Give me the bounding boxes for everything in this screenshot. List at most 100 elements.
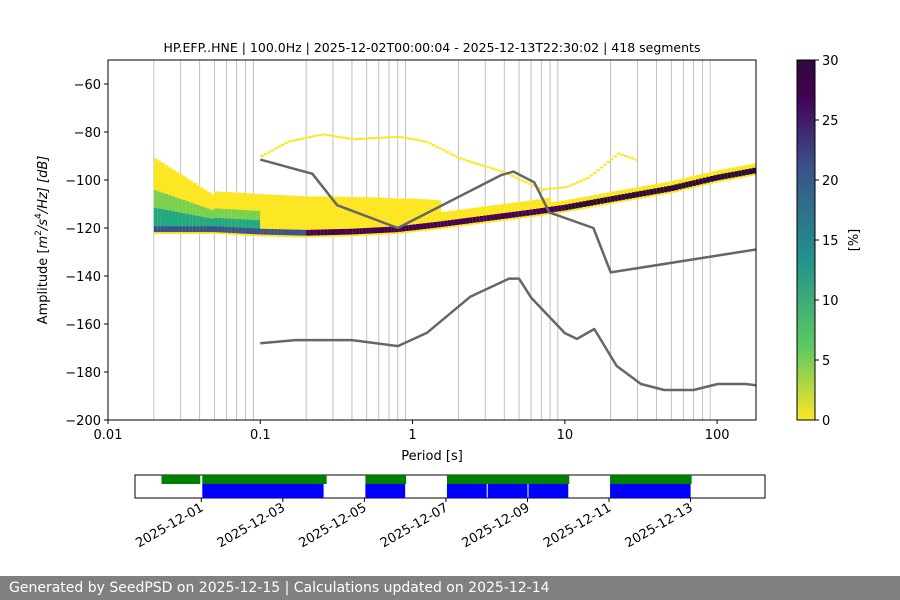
heat-cell — [178, 226, 183, 233]
heat-cell — [433, 200, 438, 230]
heat-cell — [362, 228, 367, 234]
heat-cell — [592, 171, 597, 174]
heat-cell — [412, 198, 417, 233]
heat-cell — [231, 218, 236, 231]
heat-cell — [462, 209, 466, 227]
heat-cell — [527, 182, 532, 185]
heat-cell — [306, 196, 310, 238]
data-available-bar — [446, 475, 570, 484]
heat-cell — [610, 195, 615, 202]
heat-cell — [348, 228, 353, 235]
heat-cell — [214, 226, 218, 233]
heat-cell — [404, 136, 408, 139]
x-tick-label: 10 — [557, 428, 574, 443]
y-tick-label: −100 — [65, 174, 101, 189]
heat-cell — [291, 195, 296, 238]
heat-cell — [699, 178, 704, 185]
heat-cell — [277, 145, 281, 148]
heat-cell — [472, 161, 477, 164]
heat-cell — [171, 211, 176, 230]
heat-cell — [210, 226, 215, 233]
heat-cell — [359, 228, 364, 235]
heat-cell — [613, 155, 617, 158]
colorbar-tick-label: 25 — [822, 114, 839, 129]
heat-cell — [621, 194, 626, 200]
heat-cell — [628, 192, 633, 199]
heat-cell — [575, 202, 580, 209]
heat-cell — [695, 179, 700, 186]
heat-cell — [568, 203, 573, 210]
heat-cell — [504, 203, 509, 221]
heat-cell — [328, 134, 333, 137]
heat-cell — [342, 136, 347, 139]
heat-cell — [423, 223, 427, 229]
heat-cell — [355, 197, 360, 237]
heat-cell — [327, 229, 332, 236]
heat-cell — [678, 183, 682, 190]
heat-cell — [493, 168, 497, 171]
heat-cell — [280, 143, 285, 146]
heat-cell — [263, 153, 268, 156]
heat-cell — [263, 228, 268, 235]
heat-cell — [541, 188, 545, 191]
heat-cell — [217, 218, 222, 230]
heat-cell — [345, 196, 349, 237]
heat-cell — [444, 211, 449, 229]
heat-cell — [685, 181, 689, 188]
timeline-tick-label: 2025-12-11 — [541, 500, 614, 551]
heat-cell — [713, 175, 718, 181]
y-tick-label: −120 — [65, 222, 101, 237]
heat-cell — [260, 194, 264, 237]
heat-cell — [431, 144, 436, 147]
heat-cell — [653, 188, 658, 195]
heat-cell — [483, 215, 488, 222]
heat-cell — [334, 229, 339, 235]
heat-cell — [345, 228, 349, 235]
heat-cell — [203, 217, 208, 230]
heat-cell — [341, 196, 346, 237]
heat-cell — [302, 196, 307, 238]
heat-cell — [483, 165, 487, 168]
psd-available-bar — [446, 484, 487, 498]
heat-cell — [335, 135, 340, 138]
heat-cell — [727, 172, 732, 179]
heat-cell — [338, 196, 342, 237]
heat-cell — [332, 135, 336, 138]
heat-cell — [419, 223, 424, 230]
heat-cell — [440, 221, 445, 227]
heat-cell — [387, 226, 392, 233]
heat-cell — [206, 226, 211, 233]
heat-cell — [642, 190, 647, 197]
heat-cell — [674, 184, 679, 191]
heat-cell — [734, 171, 739, 177]
heat-cell — [313, 229, 318, 236]
heat-cell — [663, 186, 668, 193]
heat-cell — [284, 229, 289, 236]
heat-cell — [451, 219, 456, 226]
heat-cell — [536, 208, 541, 215]
heat-cell — [221, 226, 225, 233]
heat-cell — [320, 229, 325, 236]
plot-frame — [107, 59, 757, 421]
heat-cell — [472, 216, 477, 223]
heat-cell — [497, 213, 502, 220]
heat-cell — [341, 228, 346, 235]
x-tick-label: 0.01 — [94, 428, 123, 443]
heat-cell — [366, 227, 371, 234]
heat-cell — [440, 211, 445, 229]
heat-cell — [260, 228, 264, 235]
heat-cell — [444, 220, 449, 227]
heat-cell — [242, 219, 247, 231]
heat-cell — [539, 208, 544, 214]
heat-cell — [390, 136, 395, 139]
heat-cell — [284, 195, 289, 238]
heat-cell — [253, 228, 257, 235]
heat-cell — [572, 182, 576, 185]
heat-cell — [414, 138, 419, 141]
heat-cell — [511, 202, 516, 220]
data-available-bar — [610, 475, 692, 484]
heat-cell — [249, 228, 254, 235]
heat-cell — [277, 194, 282, 237]
heat-cell — [346, 137, 350, 140]
heat-cell — [270, 149, 275, 152]
